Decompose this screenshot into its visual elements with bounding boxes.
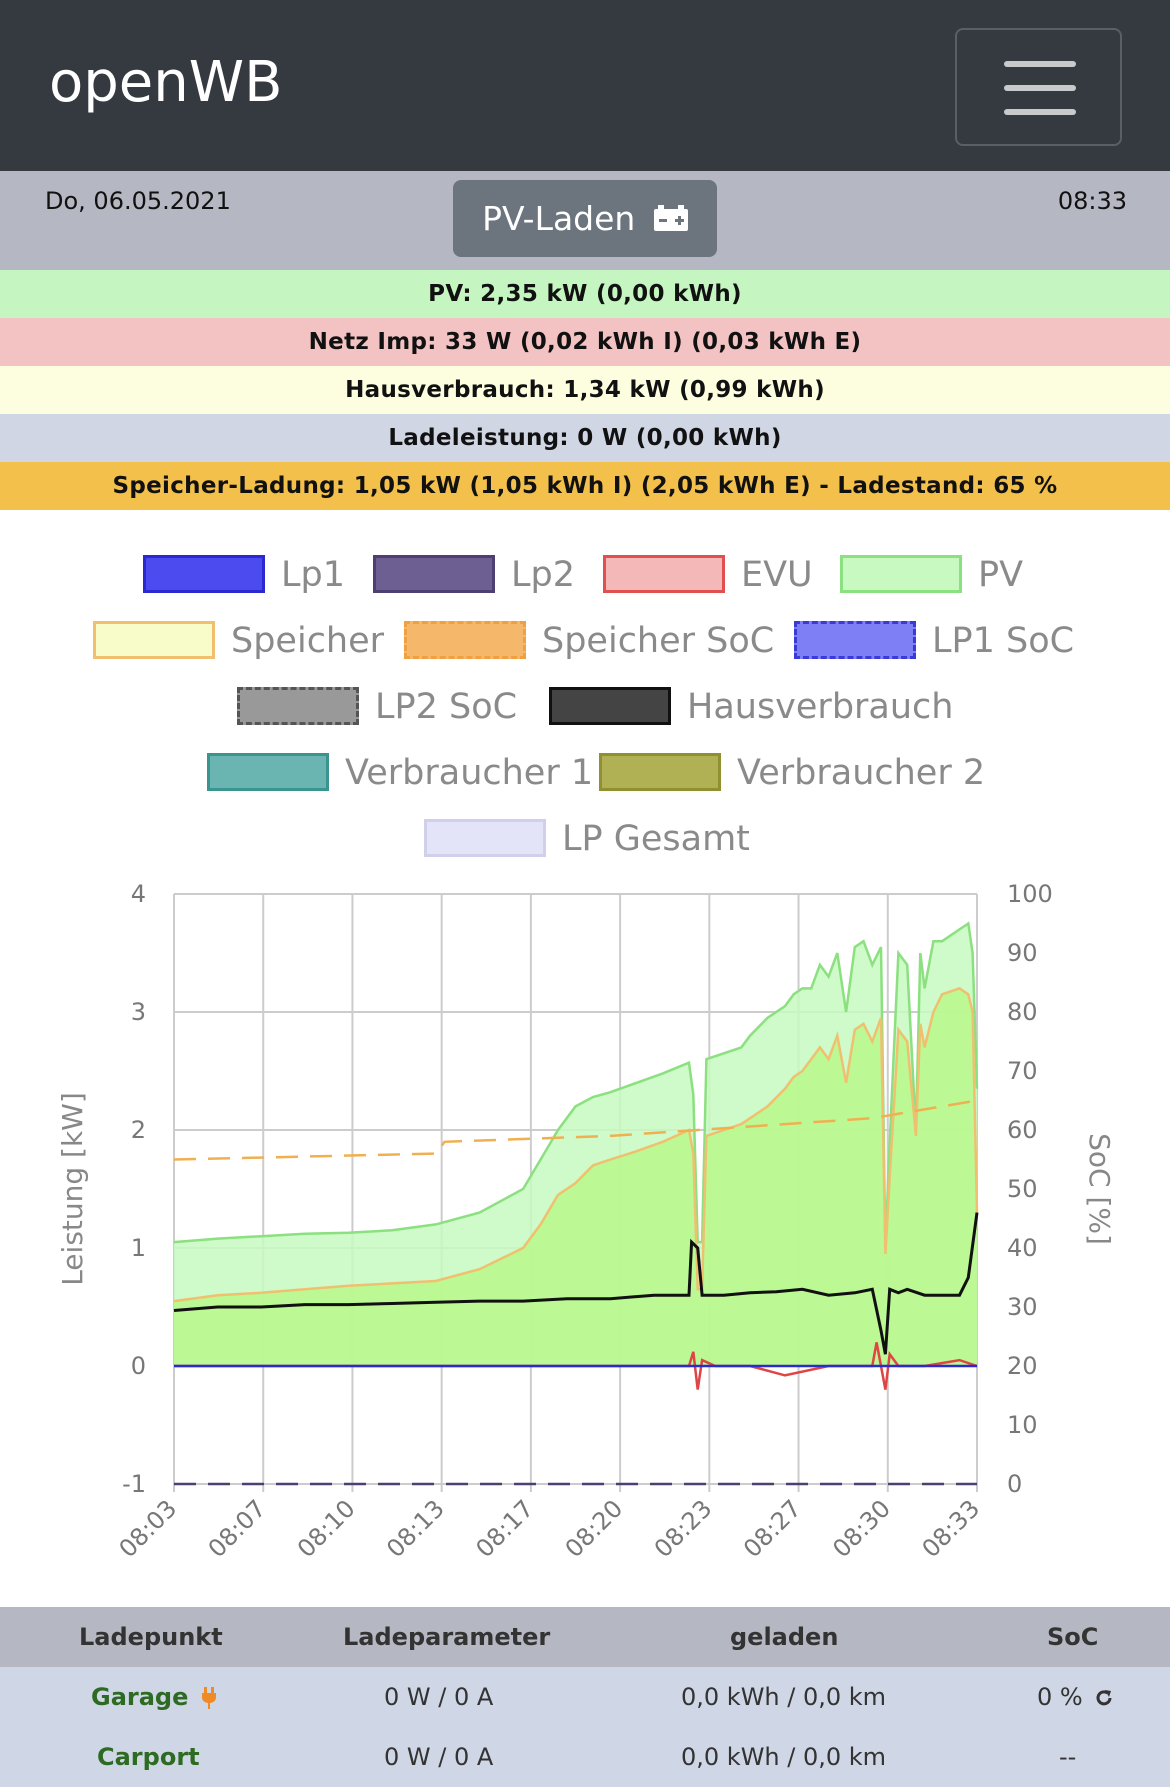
legend-label: Lp2 bbox=[511, 555, 575, 595]
series-speicher-soc-line bbox=[173, 1099, 978, 1161]
legend-label: PV bbox=[978, 555, 1024, 595]
x-tick-label: 08:13 bbox=[381, 1494, 450, 1563]
plug-icon bbox=[201, 1687, 216, 1709]
charging-power-row: Ladeleistung: 0 W (0,00 kWh) bbox=[0, 414, 1170, 462]
date-label: Do, 06.05.2021 bbox=[45, 187, 231, 215]
legend-swatch bbox=[143, 555, 265, 593]
hamburger-line bbox=[1004, 85, 1076, 91]
refresh-icon[interactable] bbox=[1094, 1688, 1114, 1708]
menu-toggle-button[interactable] bbox=[955, 28, 1122, 146]
legend-label: Speicher SoC bbox=[542, 621, 775, 661]
navbar: openWB bbox=[0, 0, 1170, 171]
legend-label: Lp1 bbox=[281, 555, 345, 595]
y2-tick-label: 10 bbox=[1007, 1411, 1038, 1439]
x-tick-label: 08:23 bbox=[649, 1494, 718, 1563]
legend-swatch bbox=[373, 555, 495, 593]
x-tick-label: 08:20 bbox=[560, 1494, 629, 1563]
header-soc: SoC bbox=[1047, 1623, 1099, 1651]
legend-label: Hausverbrauch bbox=[687, 687, 954, 727]
x-tick-label: 08:10 bbox=[292, 1494, 361, 1563]
legend-swatch bbox=[794, 621, 916, 659]
legend-swatch bbox=[603, 555, 725, 593]
status-bar: Do, 06.05.2021 PV-Laden 08:33 bbox=[0, 171, 1170, 270]
legend-label: LP2 SoC bbox=[375, 687, 518, 727]
legend-swatch bbox=[207, 753, 329, 791]
legend-label: Speicher bbox=[231, 621, 385, 661]
chargepoint-name-garage[interactable]: Garage bbox=[91, 1667, 217, 1727]
brand-title[interactable]: openWB bbox=[49, 50, 283, 115]
legend-swatch bbox=[237, 687, 359, 725]
y-tick-label: 3 bbox=[131, 998, 146, 1026]
legend-swatch bbox=[404, 621, 526, 659]
y-tick-label: 2 bbox=[131, 1116, 146, 1144]
legend-swatch bbox=[549, 687, 671, 725]
y2-axis-label: SoC [%] bbox=[1083, 1133, 1116, 1245]
hamburger-line bbox=[1004, 109, 1076, 115]
header-geladen: geladen bbox=[730, 1623, 839, 1651]
chargepoint-params: 0 W / 0 A bbox=[384, 1683, 494, 1711]
grid-info-row: Netz Imp: 33 W (0,02 kWh I) (0,03 kWh E) bbox=[0, 318, 1170, 366]
y2-tick-label: 50 bbox=[1007, 1175, 1038, 1203]
y2-tick-label: 40 bbox=[1007, 1234, 1038, 1262]
y2-tick-label: 100 bbox=[1007, 880, 1053, 908]
y-tick-label: 1 bbox=[131, 1234, 146, 1262]
legend-label: Verbraucher 2 bbox=[737, 753, 986, 793]
charge-points-table: Ladepunkt Ladeparameter geladen SoC Gara… bbox=[0, 1607, 1170, 1787]
y-tick-label: 4 bbox=[131, 880, 146, 908]
x-tick-label: 08:27 bbox=[738, 1494, 807, 1563]
legend-swatch bbox=[93, 621, 215, 659]
storage-info-row: Speicher-Ladung: 1,05 kW (1,05 kWh I) (2… bbox=[0, 462, 1170, 510]
chargepoint-charged: 0,0 kWh / 0,0 km bbox=[681, 1743, 887, 1771]
legend-label: EVU bbox=[741, 555, 813, 595]
table-row: Garage 0 W / 0 A 0,0 kWh / 0,0 km 0 % bbox=[0, 1667, 1170, 1727]
chargepoint-charged: 0,0 kWh / 0,0 km bbox=[681, 1683, 887, 1711]
chargepoint-params: 0 W / 0 A bbox=[384, 1743, 494, 1771]
table-row: Carport 0 W / 0 A 0,0 kWh / 0,0 km -- bbox=[0, 1727, 1170, 1787]
legend-swatch bbox=[840, 555, 962, 593]
legend-swatch bbox=[599, 753, 721, 791]
x-tick-label: 08:03 bbox=[114, 1494, 183, 1563]
y-tick-label: -1 bbox=[122, 1470, 146, 1498]
series-speicher-line bbox=[173, 987, 979, 1303]
legend-label: LP1 SoC bbox=[932, 621, 1075, 661]
battery-icon bbox=[653, 204, 688, 231]
y2-tick-label: 70 bbox=[1007, 1057, 1038, 1085]
x-tick-label: 08:30 bbox=[827, 1494, 896, 1563]
legend-label: Verbraucher 1 bbox=[345, 753, 594, 793]
y2-tick-label: 0 bbox=[1007, 1470, 1022, 1498]
series-hausverbrauch-line bbox=[173, 1212, 979, 1355]
hamburger-line bbox=[1004, 61, 1076, 67]
y-axis-label: Leistung [kW] bbox=[56, 1092, 89, 1286]
charge-mode-button[interactable]: PV-Laden bbox=[453, 180, 717, 257]
chargepoint-soc: -- bbox=[1059, 1743, 1077, 1771]
x-tick-label: 08:07 bbox=[203, 1494, 272, 1563]
pv-info-row: PV: 2,35 kW (0,00 kWh) bbox=[0, 270, 1170, 318]
house-consumption-row: Hausverbrauch: 1,34 kW (0,99 kWh) bbox=[0, 366, 1170, 414]
series-speicher-area bbox=[174, 988, 977, 1366]
chargepoint-name-label: Garage bbox=[91, 1683, 189, 1711]
legend-label: LP Gesamt bbox=[562, 819, 750, 859]
table-header: Ladepunkt Ladeparameter geladen SoC bbox=[0, 1607, 1170, 1667]
y2-tick-label: 30 bbox=[1007, 1293, 1038, 1321]
x-tick-label: 08:33 bbox=[917, 1494, 986, 1563]
charge-mode-label: PV-Laden bbox=[482, 199, 636, 238]
y2-tick-label: 90 bbox=[1007, 939, 1038, 967]
soc-value: 0 % bbox=[1037, 1683, 1083, 1711]
time-label: 08:33 bbox=[1057, 187, 1127, 215]
y2-tick-label: 80 bbox=[1007, 998, 1038, 1026]
y2-tick-label: 60 bbox=[1007, 1116, 1038, 1144]
y-tick-label: 0 bbox=[131, 1352, 146, 1380]
header-ladeparameter: Ladeparameter bbox=[343, 1623, 551, 1651]
header-ladepunkt: Ladepunkt bbox=[79, 1623, 223, 1651]
chargepoint-name-carport[interactable]: Carport bbox=[97, 1743, 200, 1771]
legend-swatch bbox=[424, 819, 546, 857]
x-tick-label: 08:17 bbox=[470, 1494, 539, 1563]
y2-tick-label: 20 bbox=[1007, 1352, 1038, 1380]
chargepoint-soc: 0 % bbox=[1037, 1667, 1114, 1727]
